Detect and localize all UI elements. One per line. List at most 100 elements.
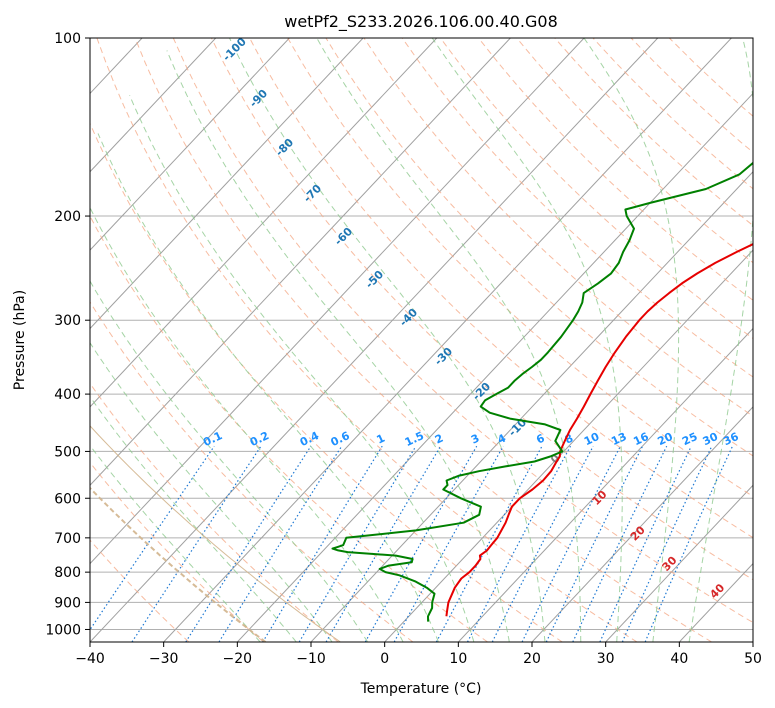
mixing-ratio-label: 16 [631,430,651,448]
dry-adiabat-line [668,38,753,117]
mixing-ratio-line [599,445,692,642]
plot-frame [89,37,754,643]
dry-adiabat-label: -60 [332,225,355,248]
y-tick-label: 900 [54,595,81,611]
isotherm-line [678,562,753,642]
x-tick-label: −30 [149,651,179,667]
mixing-ratio-label: 30 [701,430,721,448]
mixing-ratio-label: 1 [375,432,387,447]
y-tick-label: 600 [54,491,81,507]
isotherm-line [310,171,753,642]
mixing-ratio-label: 10 [582,430,602,448]
isotherm-line [90,38,364,330]
mixing-ratio-label: 0.6 [329,429,352,449]
dry-adiabat-line [134,38,712,642]
moist-adiabat-line [90,395,297,642]
dry-adiabat-line [96,38,638,642]
mixing-ratio-line [185,445,312,642]
y-tick-label: 800 [54,565,81,581]
x-tick-label: 20 [523,651,541,667]
mixing-ratio-line [131,445,262,642]
moist-adiabat-line [229,38,546,642]
y-tick-label: 400 [54,387,81,403]
moist-adiabats [90,38,753,642]
mixing-ratio-label: 1.5 [403,429,426,449]
mixing-ratio-line [298,445,417,642]
moist-adiabat-line [129,95,475,642]
isotherm-line [90,38,290,251]
mixing-ratio-line [90,445,215,631]
mixing-ratio-label: 36 [721,430,741,448]
isotherm-line [90,38,659,642]
dry-adiabat-line [90,461,264,642]
dry-adiabat-label: -80 [273,136,296,159]
mixing-ratio-line [364,445,478,642]
reference-curve [90,425,341,642]
dry-adiabat-line [90,122,563,642]
dry-adiabat-line [90,301,414,642]
moist-adiabat-line [431,38,623,642]
y-tick-label: 500 [54,444,81,460]
x-tick-label: −10 [296,651,326,667]
moist-adiabat-line [688,38,753,642]
moist-adiabat-line [90,341,333,642]
isotherm-line [384,249,753,642]
y-tick-label: 200 [54,209,81,225]
y-axis: 100 200 300 400 500 600 700 800 900 1000 [45,31,90,638]
x-tick-label: 50 [744,651,762,667]
y-tick-label: 100 [54,31,81,47]
plot-area: 0.1 0.2 0.4 0.6 1 1.5 2 3 4 6 8 10 13 16 20 25 30 36-100-… [90,35,753,642]
dry-adiabat-line [592,38,753,190]
x-tick-label: 10 [449,651,467,667]
dry-adiabat-label: -100 [220,35,249,64]
x-tick-label: −40 [75,651,105,667]
moist-adiabat-line [166,50,510,642]
mixing-ratio-line [572,445,668,642]
isotherm-line [752,641,753,642]
mixing-ratio-line [621,445,713,642]
moist-adiabat-line [97,133,439,642]
mixing-ratio-label: 13 [609,430,628,448]
dry-adiabat-label: -40 [397,306,420,329]
dry-adiabat-line [90,382,339,642]
y-tick-label: 300 [54,313,81,329]
dry-adiabat-label: -30 [432,345,455,368]
moist-adiabat-line [316,38,582,642]
mixing-ratio-line [491,445,594,642]
dry-adiabat-label: -70 [301,182,324,205]
mixing-ratio-line [435,445,543,642]
isotherm-line [90,38,511,486]
mixing-ratio-line [545,445,644,642]
mixing-ratio-line [218,445,343,642]
mixing-ratio-line [644,445,734,642]
pressure-gridlines [90,38,753,630]
dewpoint-profile [331,161,753,622]
dry-adiabat-line [90,215,488,642]
dry-adiabat-line [249,38,753,539]
isotherm-line [163,38,732,642]
x-axis-label: Temperature (°C) [360,681,482,697]
isotherm-line [236,92,753,642]
dry-adiabat-label: 40 [707,581,727,601]
isotherm-line [531,406,753,642]
mixing-ratio-line [262,445,383,642]
dry-adiabat-line [210,38,753,581]
dry-adiabats [90,38,753,642]
isotherm-line [90,38,438,408]
sounding-profiles [331,161,753,622]
dry-adiabat-line [172,38,753,624]
dry-adiabat-line [287,38,753,498]
mixing-ratio-label: 6 [534,431,547,446]
isotherm-line [90,38,585,565]
dry-adiabat-line [401,38,753,378]
chart-title: wetPf2_S233.2026.106.00.40.G08 [284,12,558,32]
isotherm-line [457,327,753,642]
mixing-ratio-lines [90,445,734,642]
y-tick-label: 1000 [45,622,81,638]
moist-adiabat-line [583,38,680,642]
isotherm-line [605,484,753,642]
mixing-ratio-label: 0.1 [201,429,224,449]
mixing-ratio-label: 3 [469,432,481,447]
isotherms [90,38,753,642]
temperature-profile [445,243,753,617]
